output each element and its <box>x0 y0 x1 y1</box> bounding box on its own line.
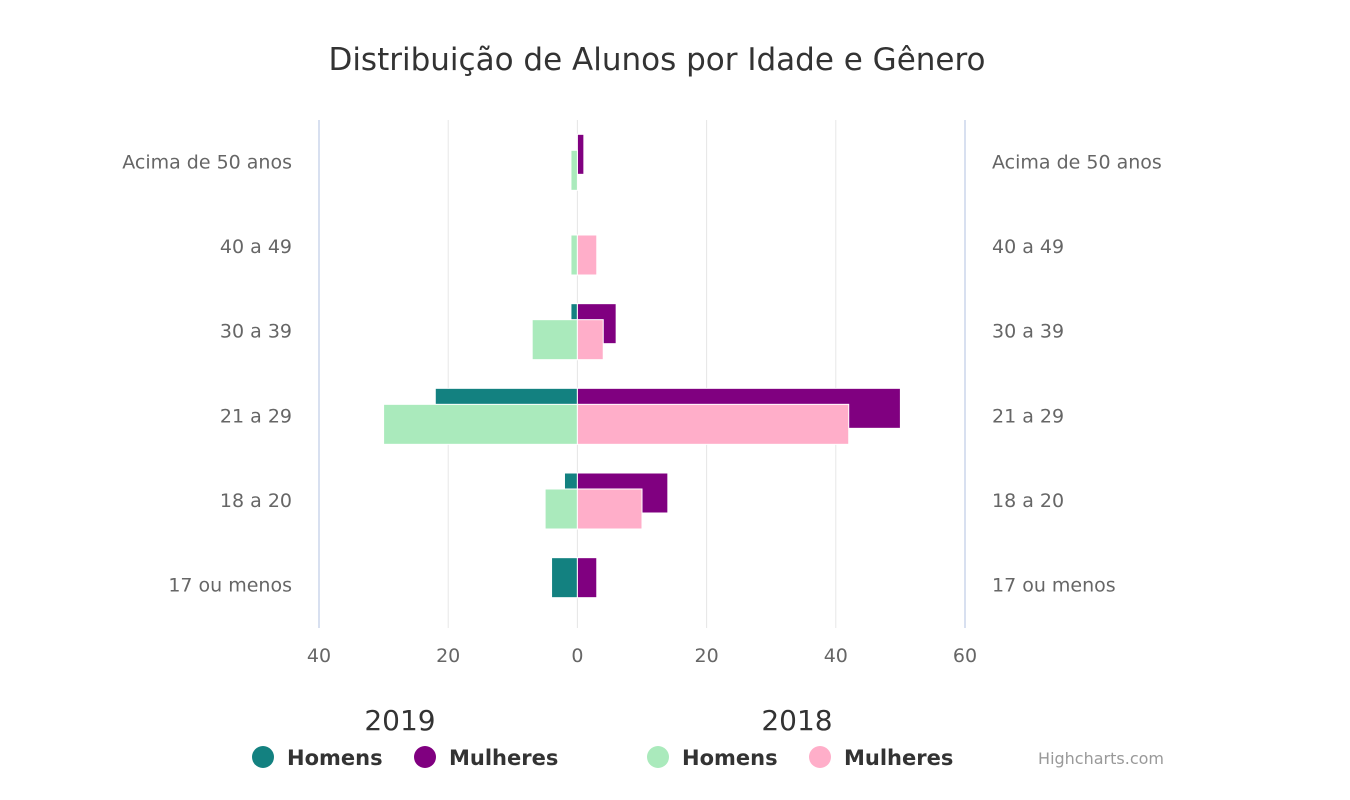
legend-group-label: 2019 <box>364 704 435 737</box>
category-label-left: Acima de 50 anos <box>122 151 292 173</box>
x-tick-label: 20 <box>695 645 719 667</box>
credits[interactable]: Highcharts.com <box>1038 749 1164 768</box>
category-label-left: 21 a 29 <box>220 405 292 427</box>
chart-title: Distribuição de Alunos por Idade e Gêner… <box>328 42 985 78</box>
bar-2018-homens <box>570 149 578 191</box>
category-label-left: 40 a 49 <box>220 236 292 258</box>
legend-marker <box>252 746 274 768</box>
bar-2018-homens <box>570 234 578 276</box>
bar-2019-mulheres <box>576 133 585 175</box>
bar-2018-mulheres <box>576 319 604 361</box>
legend-item-label[interactable]: Mulheres <box>844 746 953 770</box>
bar-2019-mulheres <box>576 557 598 599</box>
legend-marker <box>647 746 669 768</box>
bar-2018-mulheres <box>576 234 598 276</box>
legend-item-label[interactable]: Homens <box>682 746 778 770</box>
x-tick-label: 60 <box>953 645 977 667</box>
legend-marker <box>809 746 831 768</box>
category-label-left: 18 a 20 <box>220 490 292 512</box>
legend-item-label[interactable]: Mulheres <box>449 746 558 770</box>
bar-2018-homens <box>531 319 578 361</box>
x-tick-label: 40 <box>307 645 331 667</box>
bar-2018-homens <box>544 488 578 530</box>
category-label-right: 18 a 20 <box>992 490 1064 512</box>
category-label-right: 30 a 39 <box>992 321 1064 343</box>
category-label-right: 21 a 29 <box>992 405 1064 427</box>
legend-item-label[interactable]: Homens <box>287 746 383 770</box>
legend-marker <box>414 746 436 768</box>
x-tick-label: 40 <box>824 645 848 667</box>
bar-2019-homens <box>551 557 578 599</box>
x-tick-label: 20 <box>436 645 460 667</box>
x-tick-label: 0 <box>571 645 583 667</box>
category-label-right: 17 ou menos <box>992 575 1116 597</box>
category-label-right: Acima de 50 anos <box>992 151 1162 173</box>
category-label-left: 30 a 39 <box>220 321 292 343</box>
legend-group-label: 2018 <box>761 704 832 737</box>
bar-2018-mulheres <box>576 403 850 445</box>
category-label-right: 40 a 49 <box>992 236 1064 258</box>
category-label-left: 17 ou menos <box>168 575 292 597</box>
bar-2018-homens <box>383 403 578 445</box>
bar-2018-mulheres <box>576 488 643 530</box>
